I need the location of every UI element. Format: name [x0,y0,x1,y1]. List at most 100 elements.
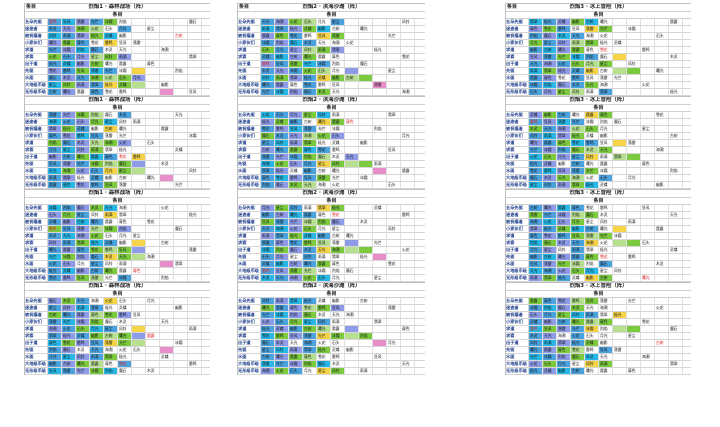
table-cell: 雨滴 [331,319,345,325]
table-cell [373,247,387,253]
table-cell: 狂风 [585,75,599,81]
table-cell: 狂风 [289,333,303,339]
table-cell [641,61,655,67]
table-cell [655,140,669,146]
table-cell: 魔石 [585,212,599,218]
table-row: 先驱 曙光 晨露 暮色 雪花 雷鸣 狂风 落雷 [506,347,691,354]
table-cell: 星尘 [303,112,317,118]
tier-label: 无形级币级 [25,182,48,188]
tier-label: 水面 [506,261,529,267]
table-cell [669,75,683,81]
table-cell: 木灵 [359,219,373,225]
table-cell [373,33,387,39]
table-cell: 雷鸣 [261,61,275,67]
table-row: 出于道 魔石 木灵 天光 海潮 火花 石头 月光 [238,340,425,347]
tier-label: 迷途者 [238,119,261,125]
table-row: 无形级币级 光芒 冰霜 烈焰 魔石 木灵 天光 海潮 [238,89,425,96]
table-cell: 落雷 [585,233,599,239]
table-cell: 海潮 [261,161,275,167]
table-cell [373,147,387,153]
tier-label: 大地级币级 [238,268,261,274]
table-cell [641,219,655,225]
table-cell: 幽影 [655,182,669,188]
table-cell [188,254,202,260]
table-cell: 暮色 [599,112,613,118]
table-cell [387,247,401,253]
table-cell [132,182,146,188]
table-row: 大地级币级 极光 灵蝶 幽影 古树 曙光 晨露 暮色 [25,268,210,275]
table-cell: 天光 [585,305,599,311]
table-cell: 木灵 [331,361,345,367]
table-cell: 石头 [289,368,303,374]
table-cell [641,26,655,32]
table-cell [373,40,387,46]
table-cell: 烈焰 [76,254,90,260]
table-cell [146,268,160,274]
tier-label: 五朵先驱 [25,205,48,211]
table-cell: 雪花 [48,275,62,281]
table-cell [655,168,669,174]
table-cell: 雷鸣 [132,154,146,160]
table-cell: 海潮 [331,40,345,46]
table-cell: 幽影 [76,268,90,274]
table-cell: 光芒 [613,75,627,81]
table-cell: 木灵 [118,319,132,325]
table-cell [669,119,683,125]
table-cell: 烈焰 [599,119,613,125]
table-row: 被祝福者 海潮 火花 石头 月光 星尘 风铃 雨滴 [506,219,691,226]
table-row: 小家伙们 月光 星尘 风铃 雨滴 翡翠 极光 灵蝶 [506,40,691,47]
table-cell: 暮色 [557,140,571,146]
table-cell [655,219,669,225]
table-cell [345,333,359,339]
table-cell [146,212,160,218]
table-cell: 雪花 [543,26,557,32]
table-cell: 石头 [261,47,275,53]
table-cell: 曙光 [557,47,571,53]
table-cell [132,368,146,374]
table-cell: 雷鸣 [571,298,585,304]
table-cell: 幽影 [585,68,599,74]
table-cell [613,140,627,146]
table-row: 求道 海潮 火花 石头 月光 星尘 风铃 雨滴 [25,326,210,333]
table-cell: 火花 [76,168,90,174]
table-cell: 石头 [275,112,289,118]
table-cell [401,368,415,374]
sheet-column-1: 烈焰1 · 森林战场（阵） 条目 条目 五朵先驱 雷鸣 狂风 落雷 光芒 冰霜 烈焰 魔石 迷途者 木灵… [24,3,210,375]
table-cell: 海潮 [48,326,62,332]
table-row: 小家伙们 冰霜 烈焰 魔石 木灵 天光 海潮 火花 [238,40,425,47]
table-cell: 火花 [557,61,571,67]
table-cell: 雷鸣 [401,212,415,218]
block-header: 条目 [506,12,691,19]
table-cell [641,361,655,367]
table-cell [401,119,415,125]
table-cell [373,61,387,67]
table-cell [401,305,415,311]
table-cell: 木灵 [543,175,557,181]
table-cell: 雨滴 [331,112,345,118]
table-cell: 狂风 [585,298,599,304]
table-cell [160,247,174,253]
table-cell: 冰霜 [118,68,132,74]
table-cell [160,19,174,25]
table-cell: 光芒 [48,254,62,260]
table-row: 大地级币级 火花 石头 月光 星尘 风铃 雨滴 翡翠 [506,361,691,368]
table-cell: 天光 [104,205,118,211]
table-row: 水面 光芒 冰霜 烈焰 魔石 木灵 天光 海潮 [506,354,691,361]
table-cell: 曙光 [104,61,118,67]
table-cell: 光芒 [543,212,557,218]
table-row: 水面 晨露 暮色 雪花 雷鸣 狂风 落雷 光芒 [506,75,691,82]
table-cell: 烈焰 [275,40,289,46]
table-cell: 石头 [543,154,557,160]
table-row: 小家伙们 灵蝶 幽影 古树 曙光 晨露 暮色 雪花 [506,319,691,326]
table-cell [669,112,683,118]
table-cell: 石头 [557,219,571,225]
tier-label: 大地级币级 [506,82,529,88]
table-cell: 烈焰 [118,19,132,25]
table-cell: 冰霜 [174,340,188,346]
table-cell: 光芒 [90,19,104,25]
table-cell: 魔石 [275,182,289,188]
table-cell [373,368,387,374]
tier-label: 小家伙们 [25,40,48,46]
table-cell: 曙光 [275,147,289,153]
table-cell: 风铃 [317,319,331,325]
